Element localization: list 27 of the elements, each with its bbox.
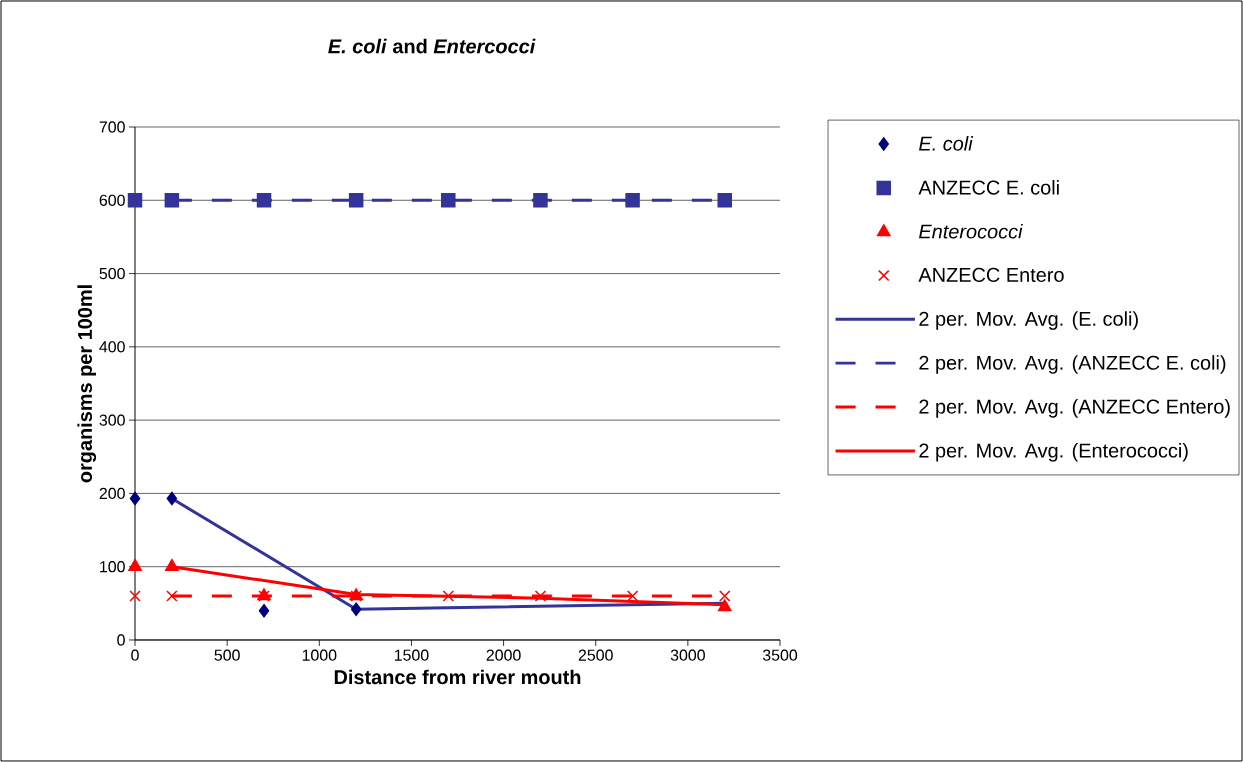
x-tick-label: 3500 bbox=[762, 649, 798, 661]
x-tick-label: 1500 bbox=[394, 649, 429, 661]
x-tick-label: 3000 bbox=[670, 649, 705, 661]
x-tick-label: 2500 bbox=[578, 649, 613, 661]
chart-title: E. coli and Entercocci bbox=[328, 38, 536, 54]
y-tick-label: 400 bbox=[99, 341, 125, 353]
legend-label: 2 per. Mov. Avg. (ANZECC E. coli) bbox=[919, 355, 1226, 374]
x-axis-title: Distance from river mouth bbox=[334, 669, 581, 685]
y-tick-label: 0 bbox=[117, 634, 125, 646]
legend-label: ANZECC Entero bbox=[918, 267, 1064, 282]
y-axis-title: organisms per 100ml bbox=[77, 285, 97, 483]
x-tick-label: 500 bbox=[214, 649, 240, 661]
y-tick-label: 200 bbox=[99, 487, 125, 500]
legend-label: E. coli bbox=[919, 136, 974, 151]
x-tick-label: 1000 bbox=[302, 649, 337, 661]
y-tick-label: 500 bbox=[99, 267, 125, 280]
legend-label: 2 per. Mov. Avg. (Enterococci) bbox=[919, 442, 1188, 462]
x-tick-label: 2000 bbox=[486, 649, 521, 661]
y-tick-label: 700 bbox=[99, 121, 125, 133]
legend-label: Enterococci bbox=[919, 223, 1023, 239]
legend-label: ANZECC E. coli bbox=[918, 180, 1059, 195]
legend-label: 2 per. Mov. Avg. (ANZECC Entero) bbox=[919, 399, 1230, 418]
x-tick-label: 0 bbox=[131, 649, 139, 661]
y-tick-label: 600 bbox=[99, 194, 125, 206]
y-tick-label: 300 bbox=[99, 414, 125, 426]
y-tick-label: 100 bbox=[100, 561, 125, 573]
legend-label: 2 per. Mov. Avg. (E. coli) bbox=[919, 311, 1138, 330]
